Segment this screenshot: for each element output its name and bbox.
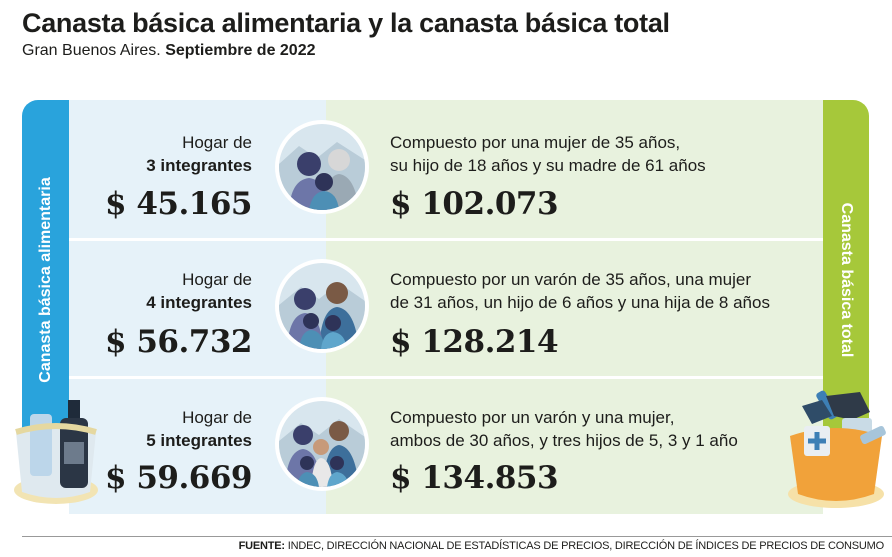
subtitle-date: Septiembre de 2022 (165, 42, 316, 59)
description-line: Compuesto por un varón y una mujer, (390, 408, 675, 427)
products-basket-icon (782, 386, 892, 510)
cba-value: $ 45.165 (104, 186, 253, 222)
cbt-panel (326, 100, 823, 514)
household-label: Hogar de 3 integrantes (146, 131, 252, 177)
household-size: 4 integrantes (146, 293, 252, 312)
household-prefix: Hogar de (182, 408, 252, 427)
household-size: 5 integrantes (146, 431, 252, 450)
footer-divider (22, 536, 892, 537)
source-note: FUENTE: INDEC, DIRECCIÓN NACIONAL DE EST… (238, 540, 885, 552)
household-description: Compuesto por un varón de 35 años, una m… (390, 268, 770, 314)
household-description: Compuesto por un varón y una mujer, ambo… (390, 406, 738, 452)
page-subtitle: Gran Buenos Aires. Septiembre de 2022 (22, 42, 316, 60)
cbt-sidebar-label: Canasta básica total (838, 202, 855, 358)
description-line: su hijo de 18 años y su madre de 61 años (390, 156, 706, 175)
household-label: Hogar de 4 integrantes (146, 268, 252, 314)
description-line: Compuesto por una mujer de 35 años, (390, 133, 681, 152)
cbt-value: $ 134.853 (390, 460, 559, 496)
family-three-icon (275, 120, 369, 214)
subtitle-region: Gran Buenos Aires. (22, 42, 161, 59)
family-five-icon (275, 397, 369, 491)
source-label: FUENTE: (238, 540, 285, 552)
cbt-value: $ 128.214 (390, 324, 559, 360)
cba-value: $ 59.669 (104, 460, 253, 496)
family-four-icon (275, 259, 369, 353)
grocery-basket-icon (10, 392, 102, 510)
household-description: Compuesto por una mujer de 35 años, su h… (390, 131, 706, 177)
cba-sidebar: Canasta básica alimentaria (22, 100, 69, 460)
cba-value: $ 56.732 (104, 324, 253, 360)
household-size: 3 integrantes (146, 156, 252, 175)
household-prefix: Hogar de (182, 133, 252, 152)
description-line: Compuesto por un varón de 35 años, una m… (390, 270, 752, 289)
cba-sidebar-label: Canasta básica alimentaria (36, 177, 54, 383)
row-divider (69, 238, 823, 241)
description-line: de 31 años, un hijo de 6 años y una hija… (390, 293, 770, 312)
cbt-value: $ 102.073 (390, 186, 559, 222)
description-line: ambos de 30 años, y tres hijos de 5, 3 y… (390, 431, 738, 450)
household-prefix: Hogar de (182, 270, 252, 289)
household-label: Hogar de 5 integrantes (146, 406, 252, 452)
page-title: Canasta básica alimentaria y la canasta … (22, 8, 670, 38)
row-divider (69, 376, 823, 379)
source-text: INDEC, DIRECCIÓN NACIONAL DE ESTADÍSTICA… (287, 540, 884, 552)
